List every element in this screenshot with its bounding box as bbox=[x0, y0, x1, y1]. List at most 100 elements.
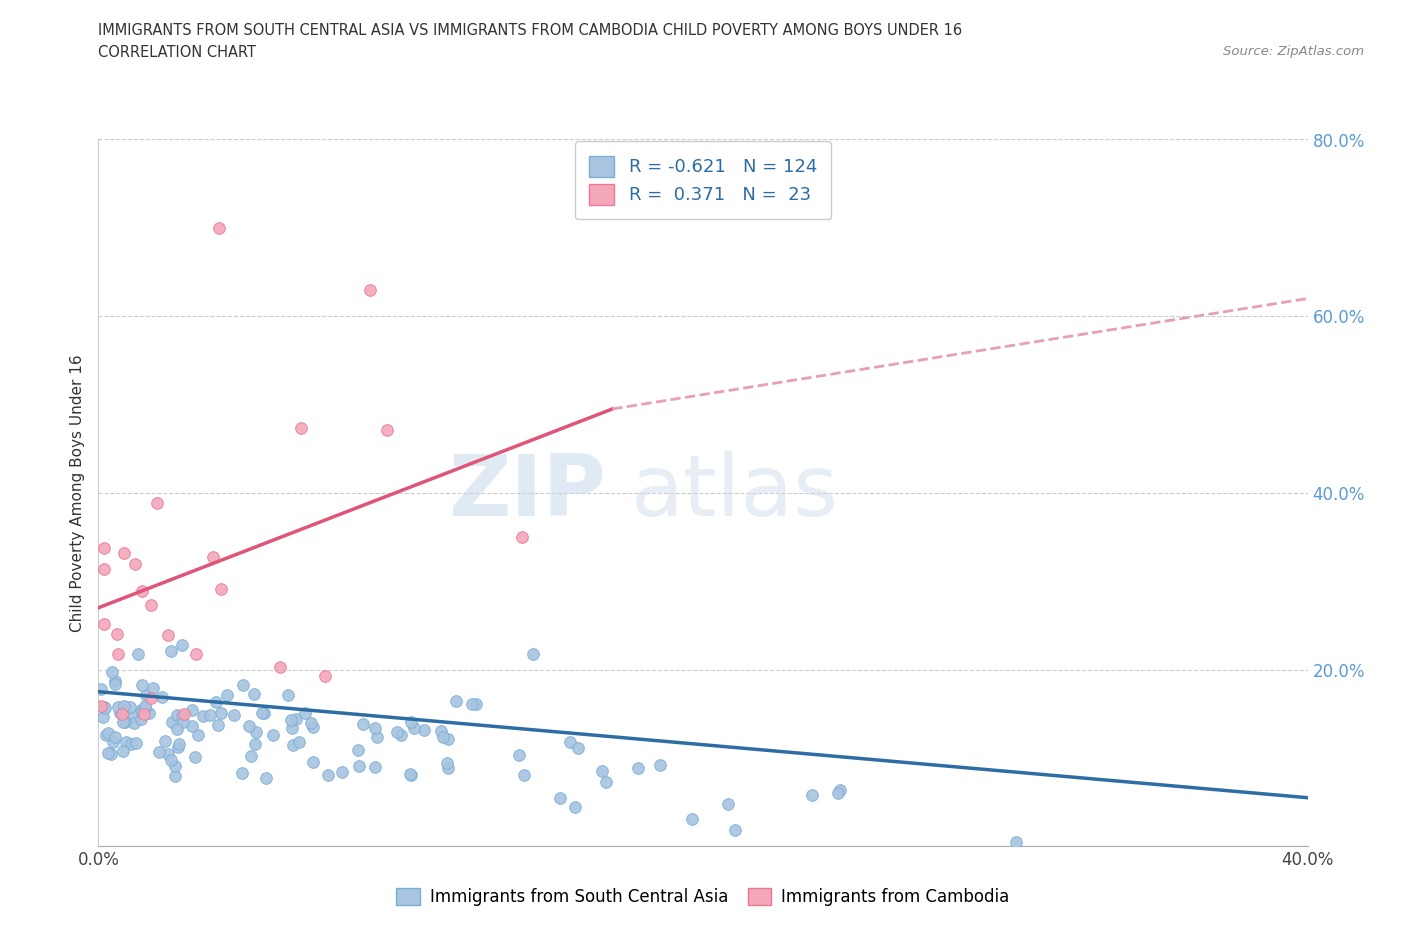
Point bbox=[316, 767, 339, 782]
Point bbox=[347, 743, 370, 758]
Point bbox=[245, 724, 267, 739]
Point bbox=[347, 759, 370, 774]
Point bbox=[107, 646, 129, 661]
Point bbox=[148, 745, 170, 760]
Point bbox=[437, 761, 460, 776]
Point bbox=[108, 705, 131, 720]
Point bbox=[352, 716, 374, 731]
Point bbox=[360, 283, 382, 298]
Point bbox=[277, 687, 299, 702]
Point bbox=[134, 700, 156, 715]
Legend: R = -0.621   N = 124, R =  0.371   N =  23: R = -0.621 N = 124, R = 0.371 N = 23 bbox=[575, 141, 831, 219]
Point bbox=[97, 725, 120, 740]
Point bbox=[159, 752, 181, 767]
Point bbox=[142, 681, 165, 696]
Point bbox=[114, 714, 136, 729]
Point bbox=[200, 708, 222, 723]
Point bbox=[205, 695, 228, 710]
Point bbox=[131, 705, 153, 720]
Point bbox=[94, 728, 117, 743]
Point bbox=[280, 713, 302, 728]
Point bbox=[385, 724, 408, 739]
Point bbox=[131, 583, 153, 598]
Point bbox=[111, 707, 134, 722]
Point bbox=[399, 767, 422, 782]
Point bbox=[436, 755, 458, 770]
Point bbox=[129, 702, 152, 717]
Point bbox=[114, 698, 136, 713]
Point bbox=[461, 697, 484, 711]
Point bbox=[184, 750, 207, 764]
Point bbox=[724, 823, 747, 838]
Point bbox=[254, 771, 277, 786]
Point bbox=[513, 768, 536, 783]
Point bbox=[187, 728, 209, 743]
Point bbox=[209, 706, 232, 721]
Point bbox=[104, 673, 127, 688]
Point bbox=[170, 708, 193, 723]
Point bbox=[170, 637, 193, 652]
Point bbox=[240, 749, 263, 764]
Point bbox=[287, 735, 309, 750]
Point bbox=[717, 796, 740, 811]
Point bbox=[165, 758, 187, 773]
Point bbox=[430, 724, 453, 738]
Point bbox=[262, 728, 284, 743]
Point bbox=[166, 722, 188, 737]
Point bbox=[97, 746, 120, 761]
Point bbox=[172, 714, 194, 729]
Point bbox=[105, 627, 128, 642]
Point bbox=[93, 562, 115, 577]
Point bbox=[156, 628, 179, 643]
Point bbox=[208, 220, 231, 235]
Legend: Immigrants from South Central Asia, Immigrants from Cambodia: Immigrants from South Central Asia, Immi… bbox=[389, 881, 1017, 912]
Point bbox=[115, 735, 138, 750]
Point bbox=[134, 698, 156, 713]
Point bbox=[432, 730, 454, 745]
Point bbox=[101, 735, 124, 750]
Point bbox=[124, 557, 146, 572]
Point bbox=[127, 647, 149, 662]
Text: ZIP: ZIP bbox=[449, 451, 606, 535]
Point bbox=[112, 545, 135, 560]
Point bbox=[139, 691, 162, 706]
Point bbox=[301, 720, 323, 735]
Point bbox=[681, 811, 703, 826]
Point bbox=[595, 775, 617, 790]
Point bbox=[93, 699, 115, 714]
Point bbox=[160, 644, 183, 658]
Point bbox=[828, 782, 851, 797]
Point bbox=[281, 737, 304, 752]
Point bbox=[157, 747, 180, 762]
Point bbox=[165, 768, 187, 783]
Point bbox=[160, 714, 183, 729]
Point bbox=[120, 737, 142, 751]
Point bbox=[222, 707, 245, 722]
Point bbox=[155, 733, 177, 748]
Point bbox=[508, 748, 530, 763]
Point bbox=[184, 646, 207, 661]
Point bbox=[104, 730, 127, 745]
Point bbox=[166, 708, 188, 723]
Point bbox=[564, 800, 586, 815]
Point bbox=[465, 697, 488, 711]
Point bbox=[1004, 834, 1026, 849]
Point bbox=[129, 712, 152, 727]
Text: CORRELATION CHART: CORRELATION CHART bbox=[98, 45, 256, 60]
Point bbox=[375, 422, 398, 437]
Point bbox=[90, 699, 112, 714]
Point bbox=[627, 761, 650, 776]
Point bbox=[111, 743, 134, 758]
Point bbox=[131, 678, 153, 693]
Point bbox=[101, 665, 124, 680]
Point bbox=[232, 678, 254, 693]
Point bbox=[436, 732, 458, 747]
Point bbox=[135, 688, 157, 703]
Point bbox=[231, 765, 253, 780]
Point bbox=[242, 686, 264, 701]
Point bbox=[100, 747, 122, 762]
Point bbox=[238, 718, 260, 733]
Point bbox=[191, 709, 214, 724]
Point bbox=[401, 715, 423, 730]
Point bbox=[510, 530, 533, 545]
